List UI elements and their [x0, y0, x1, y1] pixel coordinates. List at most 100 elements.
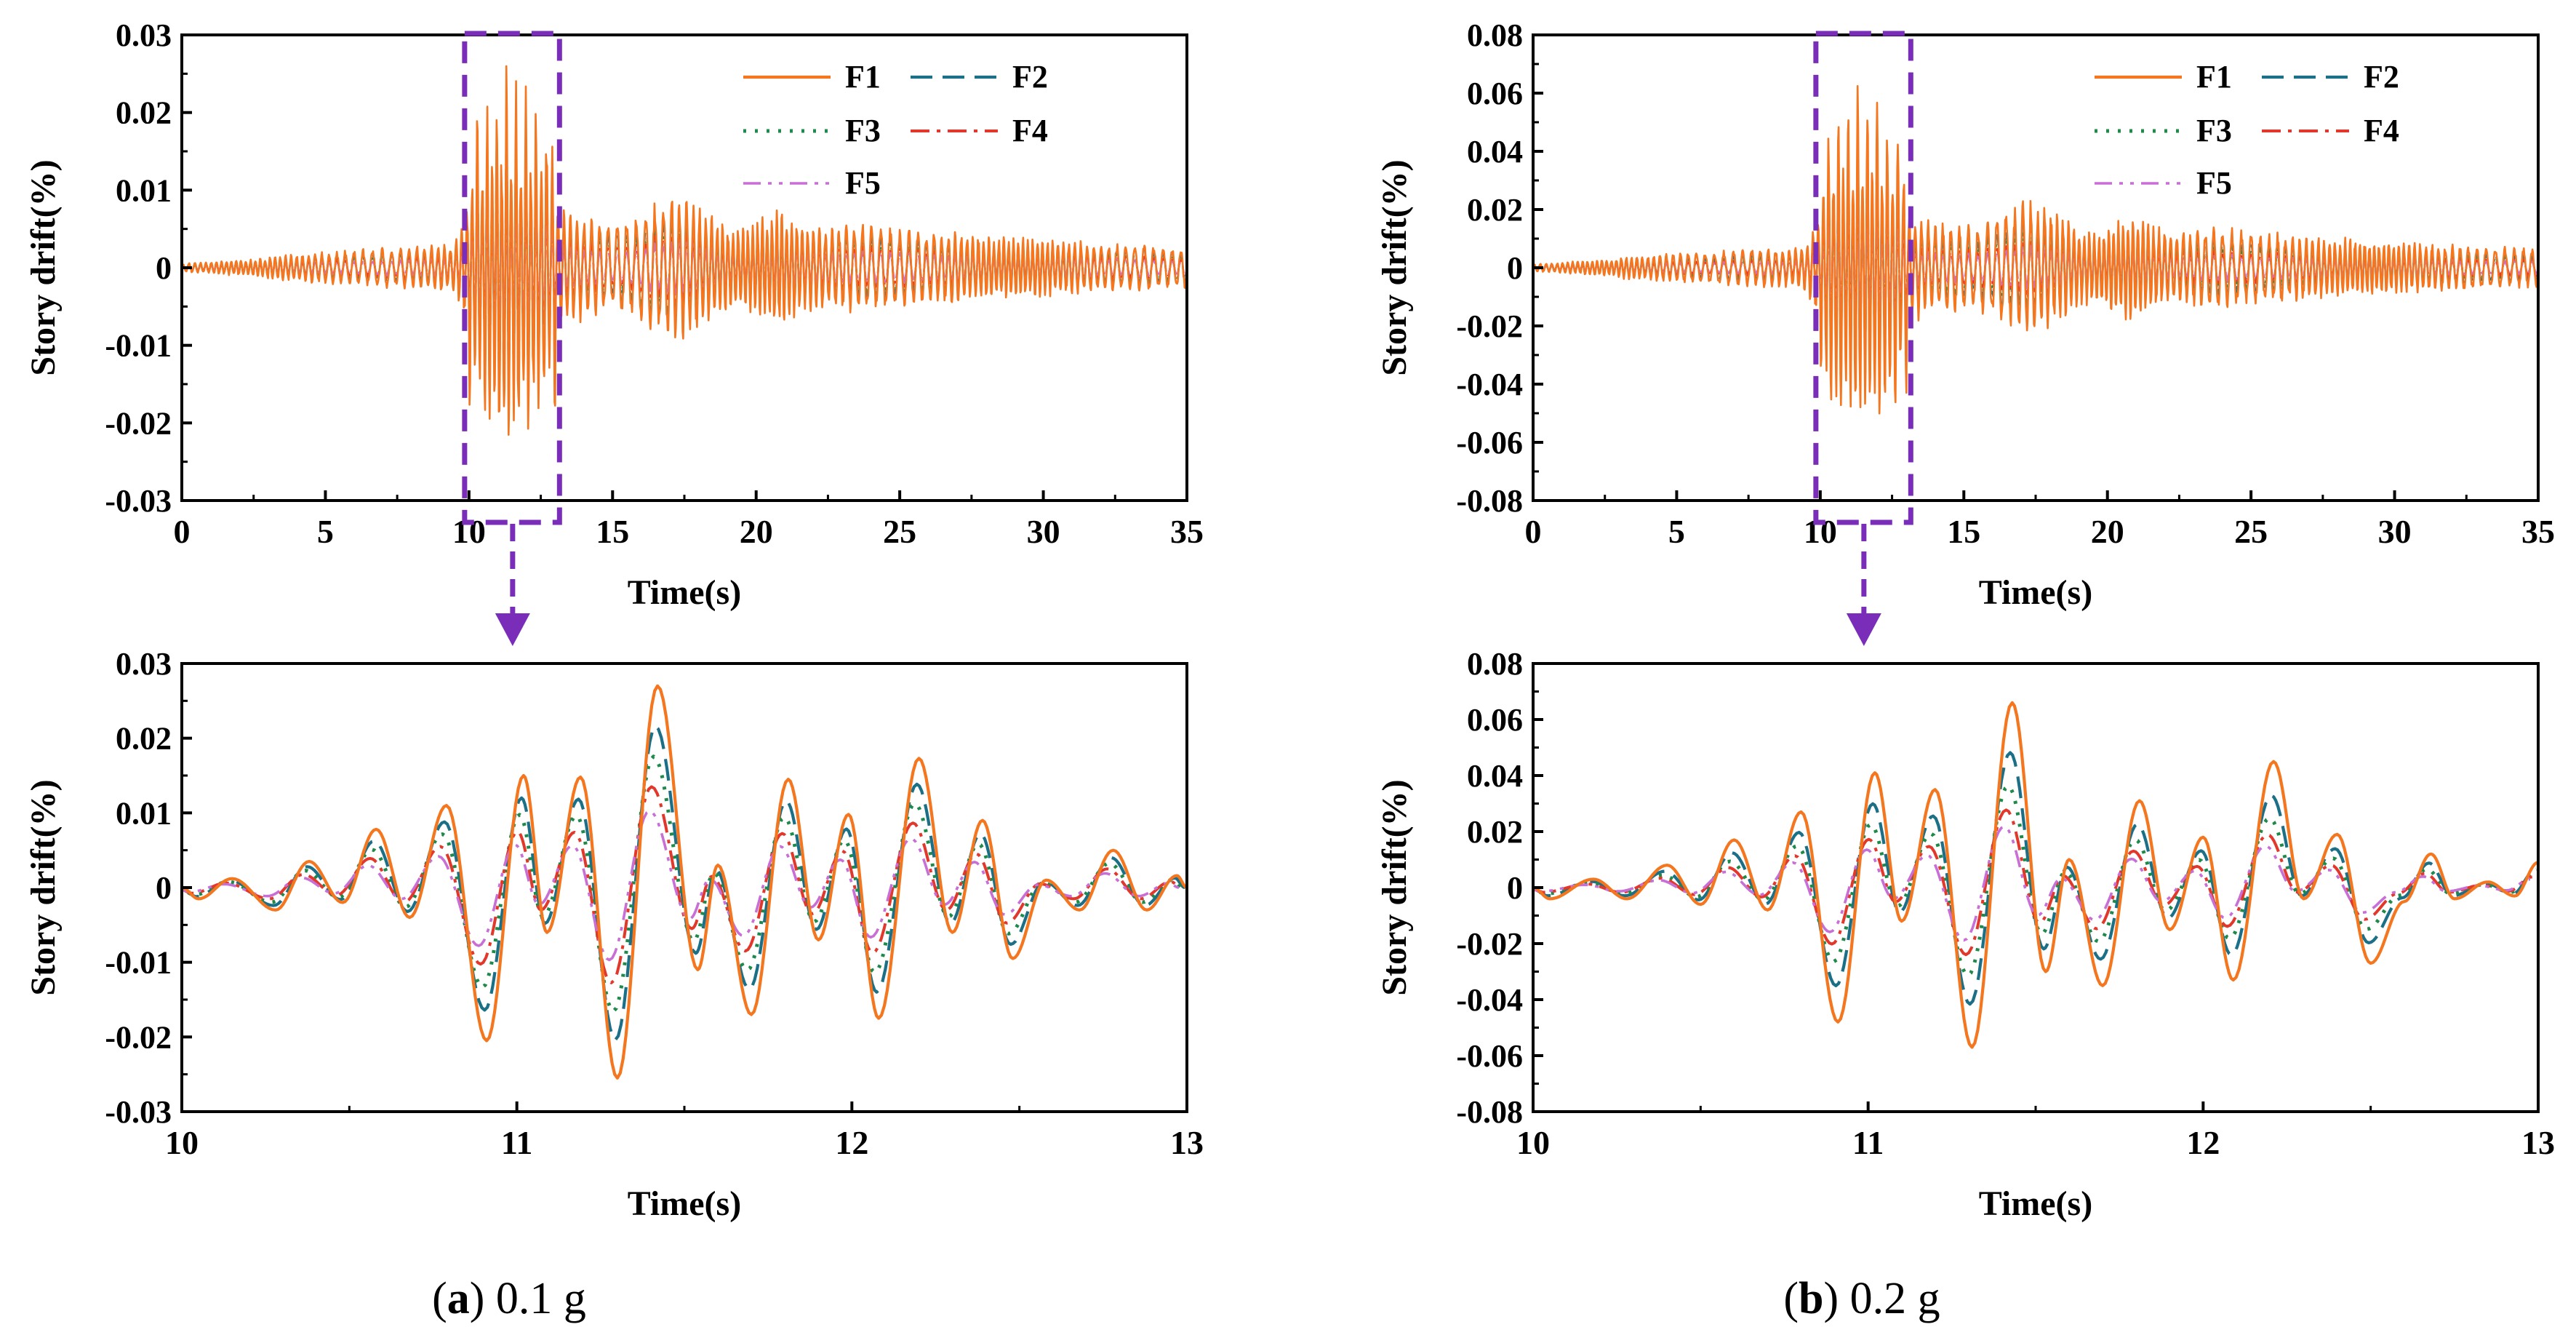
y-tick-label: -0.08 — [1456, 483, 1523, 519]
legend-label-f3: F3 — [2196, 113, 2232, 148]
y-tick-label: 0 — [156, 870, 172, 906]
y-tick-label: 0.06 — [1467, 702, 1523, 738]
caption-b: (b) 0.2 g — [1783, 1274, 1940, 1323]
y-tick-label: -0.03 — [105, 1094, 172, 1130]
x-tick-label: 35 — [2521, 513, 2555, 550]
y-tick-label: 0.03 — [116, 17, 172, 53]
y-tick-label: 0 — [156, 250, 172, 286]
x-tick-label: 35 — [1170, 513, 1204, 550]
y-tick-label: -0.03 — [105, 483, 172, 519]
x-tick-label: 11 — [1852, 1124, 1884, 1161]
y-tick-label: 0.01 — [116, 172, 172, 208]
series-f1-line — [182, 684, 1187, 1080]
y-tick-label: 0 — [1507, 870, 1523, 906]
y-tick-label: -0.01 — [105, 945, 172, 981]
x-axis-label: Time(s) — [1979, 573, 2092, 612]
zoom-highlight — [462, 31, 562, 646]
x-tick-label: 20 — [740, 513, 773, 550]
x-tick-label: 30 — [1027, 513, 1060, 550]
y-axis-label: Story drift(%) — [1375, 159, 1414, 375]
chart-a-zoom: 10 11 12 13 0.03 0.02 0.01 0 -0.01 -0.02 -0.03 Time… — [24, 646, 1204, 1223]
legend: F1 F2 F3 F4 F5 — [743, 59, 1048, 201]
legend-label-f5: F5 — [845, 165, 881, 201]
legend-label-f4: F4 — [2364, 113, 2399, 148]
y-tick-label: 0.02 — [116, 95, 172, 131]
y-tick-label: 0.04 — [1467, 134, 1523, 170]
x-axis-label: Time(s) — [628, 573, 741, 612]
x-tick-label: 13 — [2521, 1124, 2555, 1161]
chart-b-zoom: 10 11 12 13 0.08 0.06 0.04 0.02 0 -0.02 -0.04 -0.06… — [1375, 646, 2555, 1223]
x-tick-label: 15 — [1947, 513, 1980, 550]
x-tick-label: 10 — [452, 513, 486, 550]
y-tick-label: 0 — [1507, 250, 1523, 286]
y-axis-label: Story drift(%) — [24, 159, 63, 375]
y-tick-label: 0.08 — [1467, 646, 1523, 682]
x-tick-label: 13 — [1170, 1124, 1204, 1161]
y-tick-label: -0.08 — [1456, 1094, 1523, 1130]
x-tick-label: 11 — [501, 1124, 532, 1161]
zoom-highlight — [1813, 31, 1913, 646]
y-tick-label: -0.04 — [1456, 982, 1523, 1018]
legend-label-f2: F2 — [1012, 59, 1048, 95]
series-f1-line — [182, 65, 1187, 436]
legend-label-f1: F1 — [2196, 59, 2232, 95]
x-tick-label: 15 — [596, 513, 629, 550]
x-tick-label: 10 — [165, 1124, 199, 1161]
x-tick-label: 10 — [1804, 513, 1837, 550]
x-tick-label: 30 — [2378, 513, 2412, 550]
plot-area — [182, 684, 1187, 1080]
y-tick-label: -0.02 — [1456, 926, 1523, 962]
y-tick-label: -0.01 — [105, 328, 172, 364]
y-tick-label: -0.02 — [105, 405, 172, 441]
highlight-box — [1813, 31, 1913, 525]
highlight-box — [462, 31, 562, 525]
plot-area — [1533, 701, 2538, 1049]
y-tick-label: 0.08 — [1467, 17, 1523, 53]
series-f1-line — [1533, 85, 2538, 415]
x-tick-label: 0 — [174, 513, 191, 550]
x-tick-label: 10 — [1516, 1124, 1550, 1161]
x-tick-label: 20 — [2091, 513, 2124, 550]
x-tick-label: 5 — [1668, 513, 1685, 550]
legend-label-f2: F2 — [2364, 59, 2399, 95]
y-tick-label: 0.01 — [116, 795, 172, 831]
y-axis-label: Story drift(%) — [24, 779, 63, 995]
legend: F1 F2 F3 F4 F5 — [2095, 59, 2399, 201]
plot-area — [182, 65, 1187, 436]
caption-a: (a) 0.1 g — [432, 1274, 586, 1323]
y-tick-label: 0.02 — [116, 721, 172, 757]
y-tick-label: 0.02 — [1467, 192, 1523, 228]
legend-label-f5: F5 — [2196, 165, 2232, 201]
x-tick-label: 25 — [2234, 513, 2268, 550]
x-axis-label: Time(s) — [628, 1184, 741, 1223]
series-f2-line — [1533, 751, 2537, 1006]
legend-label-f3: F3 — [845, 113, 881, 148]
y-tick-label: 0.04 — [1467, 758, 1523, 794]
x-tick-label: 12 — [835, 1124, 868, 1161]
y-tick-label: -0.06 — [1456, 1038, 1523, 1074]
legend-label-f4: F4 — [1012, 113, 1048, 148]
chart-a-full: 0 5 10 15 20 25 30 35 0.03 0.02 0.01 0 -0.01 -0.02 -0.… — [24, 17, 1204, 612]
x-tick-label: 0 — [1525, 513, 1542, 550]
y-tick-label: -0.02 — [105, 1019, 172, 1055]
plot-area — [1533, 85, 2538, 415]
series-f4-line — [182, 785, 1182, 984]
y-tick-label: 0.02 — [1467, 814, 1523, 850]
x-axis-label: Time(s) — [1979, 1184, 2092, 1223]
x-tick-label: 12 — [2186, 1124, 2220, 1161]
y-tick-label: -0.04 — [1456, 367, 1523, 402]
series-f4-line — [1533, 808, 2532, 957]
y-tick-label: -0.06 — [1456, 425, 1523, 461]
y-tick-label: 0.06 — [1467, 76, 1523, 111]
zoom-arrow-head — [495, 613, 530, 646]
zoom-arrow-head — [1846, 613, 1881, 646]
series-f1-line — [1533, 701, 2538, 1049]
x-tick-label: 5 — [317, 513, 334, 550]
y-tick-label: -0.02 — [1456, 308, 1523, 344]
y-axis-label: Story drift(%) — [1375, 779, 1414, 995]
legend-label-f1: F1 — [845, 59, 881, 95]
y-tick-label: 0.03 — [116, 646, 172, 682]
x-tick-label: 25 — [883, 513, 916, 550]
chart-b-full: 0 5 10 15 20 25 30 35 0.08 0.06 0.04 0.02 0 -0.02 -0.0… — [1375, 17, 2555, 612]
